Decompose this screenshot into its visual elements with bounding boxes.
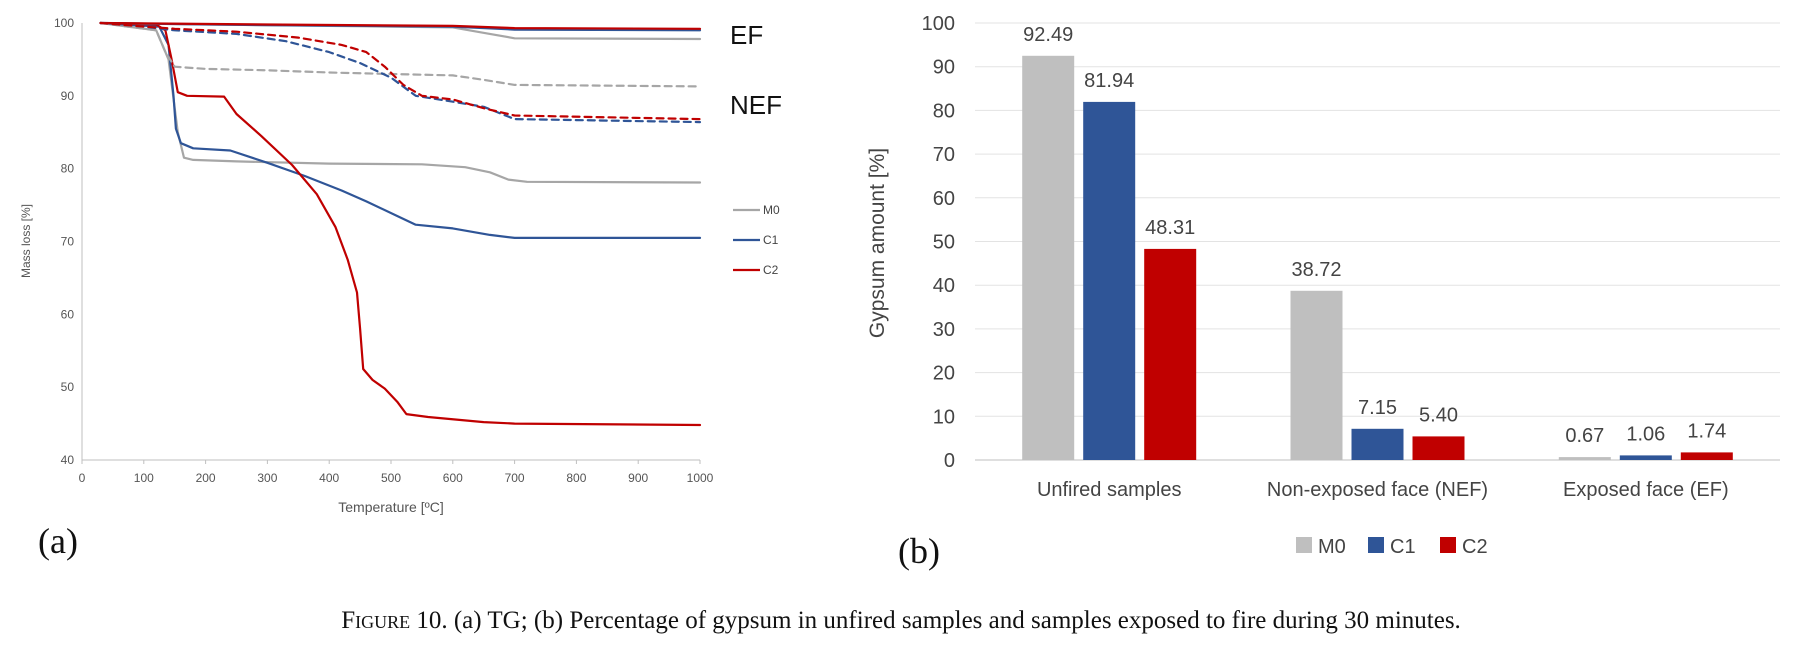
tg-legend-label: C2 bbox=[763, 263, 779, 277]
tg-y-tick-label: 70 bbox=[61, 235, 75, 249]
gypsum-legend-label: C2 bbox=[1462, 536, 1488, 558]
tg-line-series bbox=[99, 21, 702, 427]
tg-line-series bbox=[99, 21, 702, 184]
gypsum-bar bbox=[1022, 55, 1075, 461]
tg-line-series bbox=[99, 21, 702, 124]
gypsum-bar bbox=[1619, 455, 1672, 460]
gypsum-y-tick-label: 100 bbox=[922, 13, 955, 35]
gypsum-category-label: Exposed face (EF) bbox=[1563, 479, 1729, 501]
gypsum-data-label: 0.67 bbox=[1565, 425, 1604, 447]
tg-x-tick-label: 800 bbox=[566, 471, 586, 485]
gypsum-legend: M0 C1 C2 bbox=[1296, 536, 1488, 558]
tg-line-series bbox=[99, 21, 702, 239]
gypsum-bar bbox=[1083, 101, 1136, 461]
tg-x-tick-label: 300 bbox=[257, 471, 277, 485]
tg-x-tick-label: 200 bbox=[196, 471, 216, 485]
gypsum-y-tick-label: 80 bbox=[933, 100, 955, 122]
gypsum-y-tick-label: 30 bbox=[933, 319, 955, 341]
figure-caption-text: (a) TG; (b) Percentage of gypsum in unfi… bbox=[448, 607, 1461, 634]
tg-y-tick-label: 40 bbox=[61, 453, 75, 467]
gypsum-data-label: 48.31 bbox=[1145, 217, 1195, 239]
tg-y-tick-label: 60 bbox=[61, 307, 75, 321]
tg-legend: M0 C1 C2 bbox=[733, 203, 780, 277]
gypsum-legend-swatch bbox=[1440, 537, 1456, 553]
tg-y-axis-label: Mass loss [%] bbox=[19, 204, 33, 278]
figure-caption-prefix: Figure 10. bbox=[341, 607, 447, 634]
tg-x-tick-label: 0 bbox=[79, 471, 86, 485]
gypsum-legend-label: M0 bbox=[1318, 536, 1346, 558]
tg-x-axis-label: Temperature [ºC] bbox=[338, 499, 444, 515]
gypsum-y-tick-label: 10 bbox=[933, 406, 955, 428]
gypsum-y-tick-label: 50 bbox=[933, 232, 955, 254]
panel-label-b: (b) bbox=[898, 531, 940, 571]
gypsum-y-tick-label: 0 bbox=[944, 450, 955, 472]
tg-line-chart: 0 100 200 300 400 500 600 700 800 900 1000 40 50 60 7… bbox=[19, 16, 782, 561]
gypsum-legend-swatch bbox=[1296, 537, 1312, 553]
gypsum-bar-chart: 0 10 20 30 40 50 60 70 80 90 100 92.49 81.94 48.31 38… bbox=[866, 13, 1780, 571]
gypsum-legend-swatch bbox=[1368, 537, 1384, 553]
tg-series-lines bbox=[99, 21, 702, 427]
gypsum-bar bbox=[1412, 436, 1465, 460]
tg-y-tick-label: 50 bbox=[61, 380, 75, 394]
gypsum-bar bbox=[1680, 452, 1733, 460]
tg-y-tick-label: 90 bbox=[61, 89, 75, 103]
annotation-nef: NEF bbox=[730, 90, 782, 120]
tg-y-tick-label: 80 bbox=[61, 162, 75, 176]
gypsum-bar bbox=[1144, 248, 1197, 460]
gypsum-bars bbox=[1022, 55, 1733, 461]
gypsum-bar bbox=[1351, 428, 1404, 460]
gypsum-data-label: 38.72 bbox=[1291, 259, 1341, 281]
annotation-ef: EF bbox=[730, 20, 763, 50]
gypsum-legend-label: C1 bbox=[1390, 536, 1416, 558]
tg-x-tick-label: 700 bbox=[505, 471, 525, 485]
gypsum-data-label: 5.40 bbox=[1419, 404, 1458, 426]
tg-y-ticks: 40 50 60 70 80 90 100 bbox=[54, 16, 74, 467]
tg-x-ticks: 0 100 200 300 400 500 600 700 800 900 1000 bbox=[79, 460, 714, 485]
gypsum-bar bbox=[1558, 457, 1611, 460]
panel-label-a: (a) bbox=[38, 521, 78, 561]
tg-line-series bbox=[99, 21, 702, 88]
gypsum-y-tick-label: 60 bbox=[933, 188, 955, 210]
gypsum-data-label: 1.74 bbox=[1687, 420, 1726, 442]
gypsum-category-label: Non-exposed face (NEF) bbox=[1267, 479, 1488, 501]
tg-x-tick-label: 500 bbox=[381, 471, 401, 485]
gypsum-y-tick-label: 90 bbox=[933, 57, 955, 79]
tg-y-tick-label: 100 bbox=[54, 16, 74, 30]
tg-x-tick-label: 400 bbox=[319, 471, 339, 485]
gypsum-data-label: 92.49 bbox=[1023, 24, 1073, 46]
tg-line-series bbox=[99, 21, 702, 30]
gypsum-y-tick-label: 70 bbox=[933, 144, 955, 166]
tg-x-tick-label: 100 bbox=[134, 471, 154, 485]
gypsum-y-tick-label: 40 bbox=[933, 275, 955, 297]
gypsum-data-labels: 92.49 81.94 48.31 38.72 7.15 5.40 0.67 1.06 1.74 bbox=[1023, 24, 1726, 447]
tg-line-series bbox=[99, 21, 702, 121]
gypsum-data-label: 7.15 bbox=[1358, 397, 1397, 419]
gypsum-data-label: 81.94 bbox=[1084, 70, 1134, 92]
tg-x-tick-label: 1000 bbox=[687, 471, 714, 485]
gypsum-category-label: Unfired samples bbox=[1037, 479, 1182, 501]
gypsum-y-ticks: 0 10 20 30 40 50 60 70 80 90 100 bbox=[922, 13, 955, 472]
gypsum-y-tick-label: 20 bbox=[933, 363, 955, 385]
tg-legend-label: C1 bbox=[763, 233, 779, 247]
tg-legend-label: M0 bbox=[763, 203, 780, 217]
gypsum-category-labels: Unfired samples Non-exposed face (NEF) Exp… bbox=[1037, 479, 1729, 501]
tg-x-tick-label: 900 bbox=[628, 471, 648, 485]
gypsum-y-axis-label: Gypsum amount [%] bbox=[866, 148, 889, 338]
tg-x-tick-label: 600 bbox=[443, 471, 463, 485]
figure-caption: Figure 10. (a) TG; (b) Percentage of gyp… bbox=[341, 607, 1461, 634]
gypsum-bar bbox=[1290, 290, 1343, 460]
gypsum-data-label: 1.06 bbox=[1626, 423, 1665, 445]
